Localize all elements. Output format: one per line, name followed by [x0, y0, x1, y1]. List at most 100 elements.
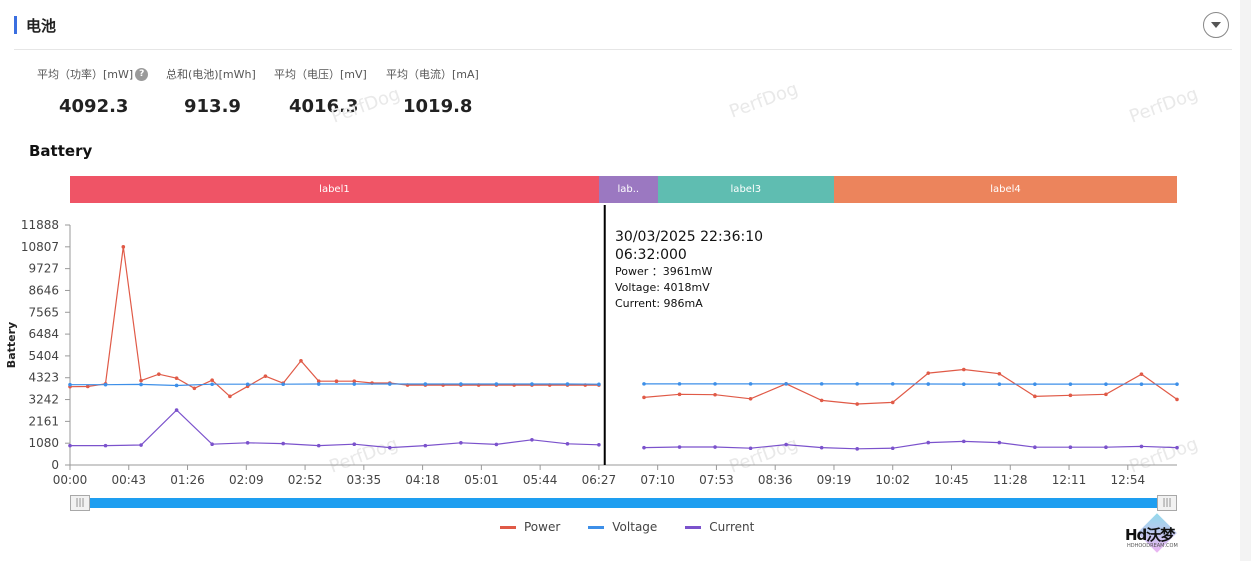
legend-swatch — [685, 525, 702, 529]
series-line-power — [643, 368, 1178, 405]
data-point-voltage — [642, 382, 646, 386]
data-point-voltage — [352, 382, 357, 386]
data-point-voltage — [890, 382, 895, 386]
data-point-voltage — [245, 382, 250, 387]
data-point-current — [677, 445, 682, 449]
y-tick-label: 8646 — [28, 283, 59, 297]
data-point-power — [926, 371, 931, 375]
chevron-down-icon — [1211, 22, 1221, 28]
time-range-slider[interactable]: ||| ||| — [70, 495, 1177, 511]
y-tick-label: 6484 — [28, 327, 59, 341]
stat-label-avg-current: 平均（电流）[mA] — [386, 68, 479, 81]
data-point-voltage — [1104, 382, 1108, 386]
tooltip-time: 06:32:000 — [615, 247, 687, 263]
x-tick-label: 10:45 — [934, 473, 969, 487]
data-point-power — [1033, 394, 1037, 399]
data-point-current — [68, 443, 72, 448]
x-tick-label: 09:19 — [817, 473, 852, 487]
x-tick-label: 10:02 — [875, 473, 910, 487]
data-point-voltage — [962, 382, 966, 386]
data-point-power — [352, 379, 357, 384]
data-point-current — [713, 445, 717, 449]
stat-value-avg-power: 4092.3 — [59, 96, 129, 117]
x-tick-label: 12:11 — [1052, 473, 1087, 487]
label-segment[interactable]: label3 — [657, 176, 834, 203]
data-point-power — [1175, 397, 1179, 402]
data-point-current — [1104, 445, 1108, 450]
y-tick-label: 7565 — [28, 305, 59, 319]
logo: Hd沃梦 HDHOODREAM.COM — [1123, 513, 1183, 557]
data-point-current — [784, 442, 788, 447]
data-point-voltage — [530, 382, 534, 386]
data-point-voltage — [388, 382, 392, 386]
x-tick-label: 03:35 — [347, 473, 382, 487]
tooltip-datetime: 30/03/2025 22:36:10 — [615, 229, 764, 245]
legend-item-voltage[interactable]: Voltage — [588, 520, 657, 534]
data-point-power — [1068, 393, 1073, 398]
data-point-power — [642, 395, 646, 400]
data-point-voltage — [139, 382, 143, 387]
data-point-voltage — [784, 382, 788, 386]
x-tick-label: 07:53 — [699, 473, 734, 487]
data-point-power — [962, 367, 966, 372]
data-point-current — [423, 443, 428, 448]
x-tick-label: 00:43 — [111, 473, 146, 487]
y-tick-label: 5404 — [28, 349, 59, 363]
chart-legend: Power Voltage Current — [500, 520, 754, 534]
data-point-voltage — [855, 382, 859, 386]
data-point-power — [855, 402, 859, 406]
data-point-power — [748, 396, 753, 401]
stat-value-avg-current: 1019.8 — [403, 96, 473, 117]
data-point-voltage — [174, 383, 179, 388]
data-point-voltage — [997, 382, 1002, 386]
y-tick-label: 10807 — [21, 240, 59, 254]
data-point-current — [139, 443, 143, 447]
label-segment[interactable]: label4 — [833, 176, 1177, 203]
collapse-button[interactable] — [1203, 12, 1229, 38]
data-point-power — [121, 245, 126, 249]
stat-value-total-battery: 913.9 — [184, 96, 241, 117]
data-point-current — [316, 443, 321, 448]
label-segment[interactable]: label1 — [70, 176, 599, 203]
slider-track[interactable] — [80, 498, 1167, 508]
scrollbar[interactable] — [1240, 0, 1251, 561]
watermark: PerfDog — [726, 78, 801, 123]
x-tick-label: 02:09 — [229, 473, 264, 487]
slider-left-handle[interactable]: ||| — [70, 495, 90, 511]
data-point-power — [1139, 372, 1144, 376]
battery-line-chart: 0 1080 2161 3242 4323 5404 6484 7565 8646 9727 108… — [5, 205, 1179, 487]
data-point-voltage — [565, 382, 570, 386]
y-tick-label: 3242 — [28, 393, 59, 407]
data-point-current — [1139, 444, 1144, 449]
label-segment[interactable]: lab.. — [598, 176, 658, 203]
data-point-voltage — [713, 382, 717, 386]
data-point-power — [263, 374, 268, 378]
data-point-current — [245, 440, 250, 445]
data-point-voltage — [494, 382, 499, 386]
data-point-power — [228, 394, 232, 399]
legend-item-current[interactable]: Current — [685, 520, 754, 534]
stat-label-avg-voltage: 平均（电压）[mV] — [274, 68, 367, 81]
tooltip-current: Current: 986mA — [615, 297, 703, 310]
data-point-power — [174, 376, 179, 380]
data-point-power — [192, 386, 197, 391]
data-point-current — [1033, 445, 1037, 450]
divider — [14, 49, 1232, 50]
data-point-current — [962, 439, 966, 444]
accent-bar — [14, 16, 17, 34]
data-point-voltage — [677, 382, 682, 386]
data-point-current — [352, 442, 357, 447]
help-icon[interactable]: ? — [135, 67, 149, 81]
data-point-voltage — [819, 382, 824, 386]
legend-item-power[interactable]: Power — [500, 520, 560, 534]
x-tick-label: 12:54 — [1111, 473, 1146, 487]
legend-swatch — [500, 525, 516, 529]
data-point-power — [1104, 392, 1108, 397]
tooltip-power: Power ：3961mW — [615, 265, 713, 278]
data-point-voltage — [748, 382, 753, 386]
data-point-voltage — [281, 382, 286, 387]
slider-right-handle[interactable]: ||| — [1157, 495, 1177, 511]
data-point-power — [210, 378, 214, 383]
x-tick-label: 05:01 — [464, 473, 499, 487]
data-point-power — [819, 398, 824, 403]
